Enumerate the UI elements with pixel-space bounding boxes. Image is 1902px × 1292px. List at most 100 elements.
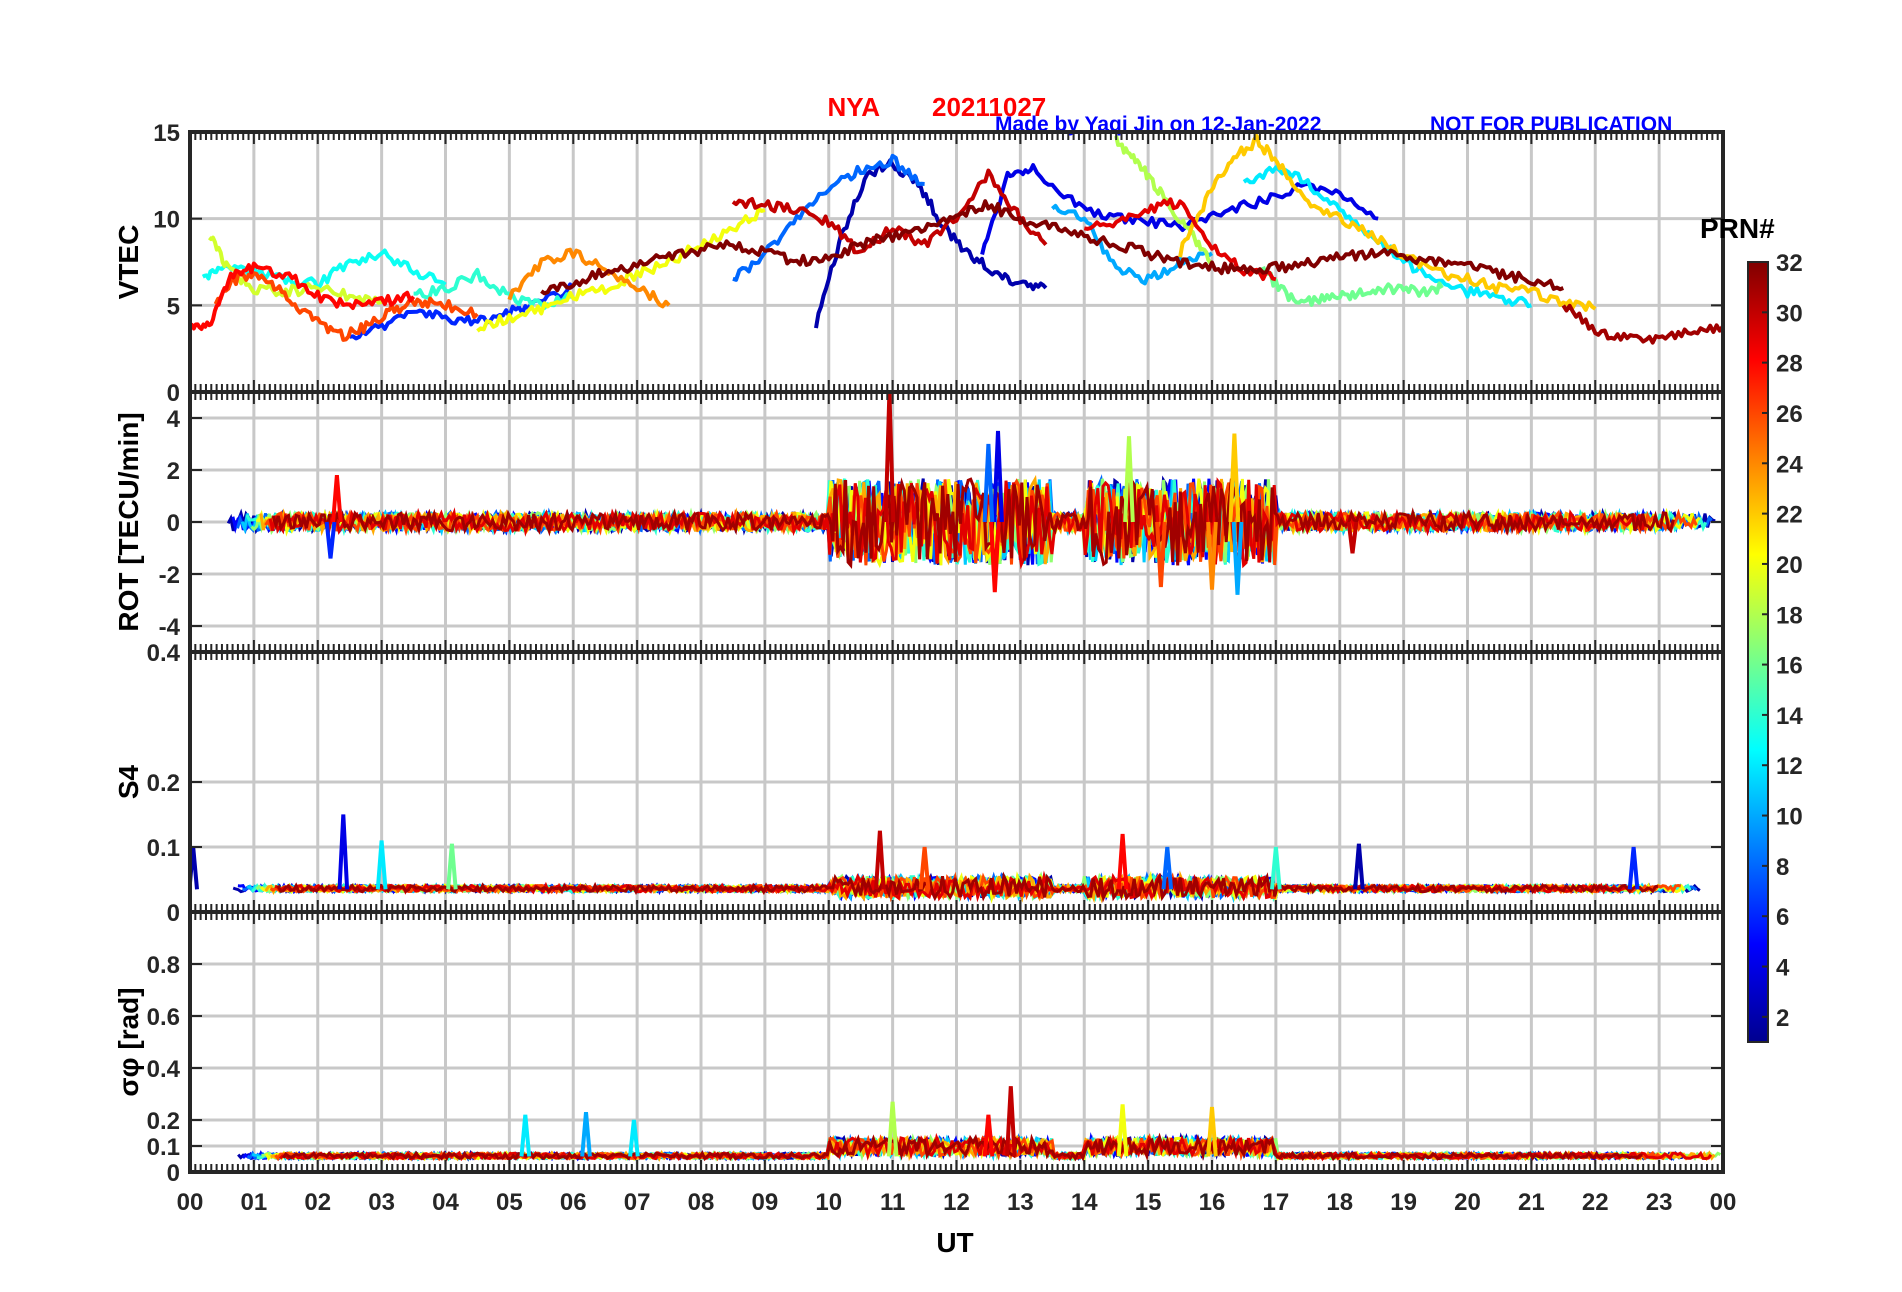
x-tick-label: 01 (241, 1189, 268, 1216)
x-tick-label: 06 (560, 1189, 587, 1216)
vtec-series-prn-28 (190, 261, 416, 331)
colorbar-tick-label: 26 (1776, 401, 1803, 428)
x-tick-label: 00 (177, 1189, 204, 1216)
y-tick-label: 15 (153, 120, 180, 147)
x-tick-label: 12 (943, 1189, 970, 1216)
plot-area-rot (226, 392, 1716, 595)
colorbar-tick-label: 2 (1776, 1005, 1789, 1032)
s4-spike-prn-14 (1270, 846, 1282, 890)
x-tick-label: 07 (624, 1189, 651, 1216)
x-tick-label: 04 (432, 1189, 459, 1216)
sigma_phi-series-prn-31 (281, 1132, 1643, 1162)
y-axis-label-vtec: VTEC (113, 225, 144, 300)
vtec-series-prn-29 (1083, 197, 1277, 282)
y-tick-label: 0 (167, 900, 180, 927)
x-tick-labels: 00 01 02 03 04 05 06 07 08 09 10 11 12 13 14 15 16 17 18 19… (177, 1189, 1737, 1216)
x-tick-label: 16 (1199, 1189, 1226, 1216)
x-axis-label: UT (936, 1227, 973, 1258)
y-tick-label: 0 (167, 380, 180, 407)
plot-area-sigma_phi (237, 1086, 1722, 1164)
x-tick-label: 09 (752, 1189, 779, 1216)
y-tick-label: 0.1 (147, 835, 180, 862)
colorbar-tick-label: 18 (1776, 602, 1803, 629)
vtec-series-prn-19 (208, 235, 383, 305)
y-tick-label: 0.1 (147, 1134, 180, 1161)
sigma_phi-spike-prn-28 (982, 1114, 995, 1157)
vtec-series-prn-31 (1561, 303, 1723, 345)
panel-s4: 0 0.1 0.2 0.4 S4 (113, 640, 1725, 927)
x-tick-label: 10 (815, 1189, 842, 1216)
y-tick-label: 10 (153, 207, 180, 234)
y-tick-label: 5 (167, 293, 180, 320)
y-tick-label: 0.8 (147, 952, 180, 979)
sigma_phi-spike-prn-10 (580, 1112, 592, 1157)
rot-spike-prn-22 (1228, 433, 1241, 523)
colorbar-tick-label: 12 (1776, 753, 1803, 780)
vtec-series-prn-18 (1114, 135, 1213, 265)
rot-spike-prn-18 (1123, 436, 1135, 523)
colorbar-tick-label: 16 (1776, 653, 1803, 680)
colorbar-tick-label: 24 (1776, 451, 1803, 478)
s4-spike-prn-16 (446, 843, 458, 890)
y-tick-label: 4 (167, 406, 181, 433)
vtec-series-prn-24 (507, 247, 671, 309)
x-tick-label: 21 (1518, 1189, 1545, 1216)
panel-vtec: 0 5 10 15 VTEC (113, 120, 1725, 407)
rot-spike-prn-30 (1346, 521, 1359, 554)
rot-spike-prn-6 (324, 521, 337, 559)
x-tick-label: 15 (1135, 1189, 1162, 1216)
x-tick-label: 08 (688, 1189, 715, 1216)
colorbar-bar (1747, 261, 1769, 1043)
plot-area-vtec (190, 133, 1723, 345)
x-tick-label: 23 (1646, 1189, 1673, 1216)
y-tick-label: 0.2 (147, 1108, 180, 1135)
s4-spike-prn-4 (337, 814, 350, 890)
sigma_phi-spike-prn-12 (519, 1114, 532, 1157)
s4-spike-prn-6 (1627, 846, 1640, 890)
x-tick-label: 11 (880, 1189, 905, 1216)
vtec-series-prn-26 (213, 270, 479, 342)
x-tick-label: 19 (1390, 1189, 1417, 1216)
y-axis-label-sigma_phi: σφ [rad] (113, 987, 144, 1096)
y-tick-label: 0 (167, 1160, 180, 1187)
rot-spike-prn-10 (1231, 521, 1244, 595)
s4-spike-prn-12 (375, 840, 388, 890)
x-tick-label: 03 (368, 1189, 395, 1216)
vtec-series-prn-20 (476, 207, 766, 333)
vtec-series-prn-16 (1261, 265, 1444, 307)
x-tick-label: 05 (496, 1189, 523, 1216)
colorbar-tick-label: 4 (1776, 955, 1790, 982)
x-tick-label: 02 (304, 1189, 331, 1216)
plot-area-s4 (190, 814, 1701, 904)
s4-spike-prn-28 (1116, 833, 1129, 890)
colorbar-title: PRN# (1700, 213, 1775, 244)
sigma_phi-spike-prn-18 (886, 1101, 899, 1157)
x-tick-label: 00 (1710, 1189, 1737, 1216)
y-axis-label-rot: ROT [TECU/min] (113, 412, 144, 631)
y-tick-label: -4 (159, 614, 181, 641)
y-tick-label: -2 (159, 562, 180, 589)
y-tick-label: 2 (167, 458, 180, 485)
vtec-series-prn-2 (814, 158, 1048, 329)
x-tick-label: 18 (1326, 1189, 1353, 1216)
colorbar-tick-label: 8 (1776, 854, 1789, 881)
rot-series-prn-31 (271, 476, 1675, 569)
rot-spike-prn-26 (1155, 521, 1167, 588)
y-tick-label: 0 (167, 510, 180, 537)
s4-spike-prn-26 (918, 846, 931, 890)
vtec-series-prn-32 (540, 199, 1565, 296)
x-tick-label: 14 (1071, 1189, 1098, 1216)
y-tick-label: 0.4 (147, 640, 181, 667)
x-tick-label: 13 (1007, 1189, 1034, 1216)
vtec-series-prn-30 (731, 168, 1048, 255)
y-tick-label: 0.6 (147, 1004, 180, 1031)
vtec-series-prn-22 (1178, 133, 1597, 312)
colorbar-tick-label: 30 (1776, 300, 1803, 327)
rot-spike-prn-30 (883, 392, 896, 523)
sigma_phi-spike-prn-20 (1116, 1104, 1129, 1157)
colorbar-tick-label: 28 (1776, 351, 1803, 378)
x-tick-label: 17 (1263, 1189, 1290, 1216)
sigma_phi-spike-prn-12 (628, 1119, 640, 1157)
